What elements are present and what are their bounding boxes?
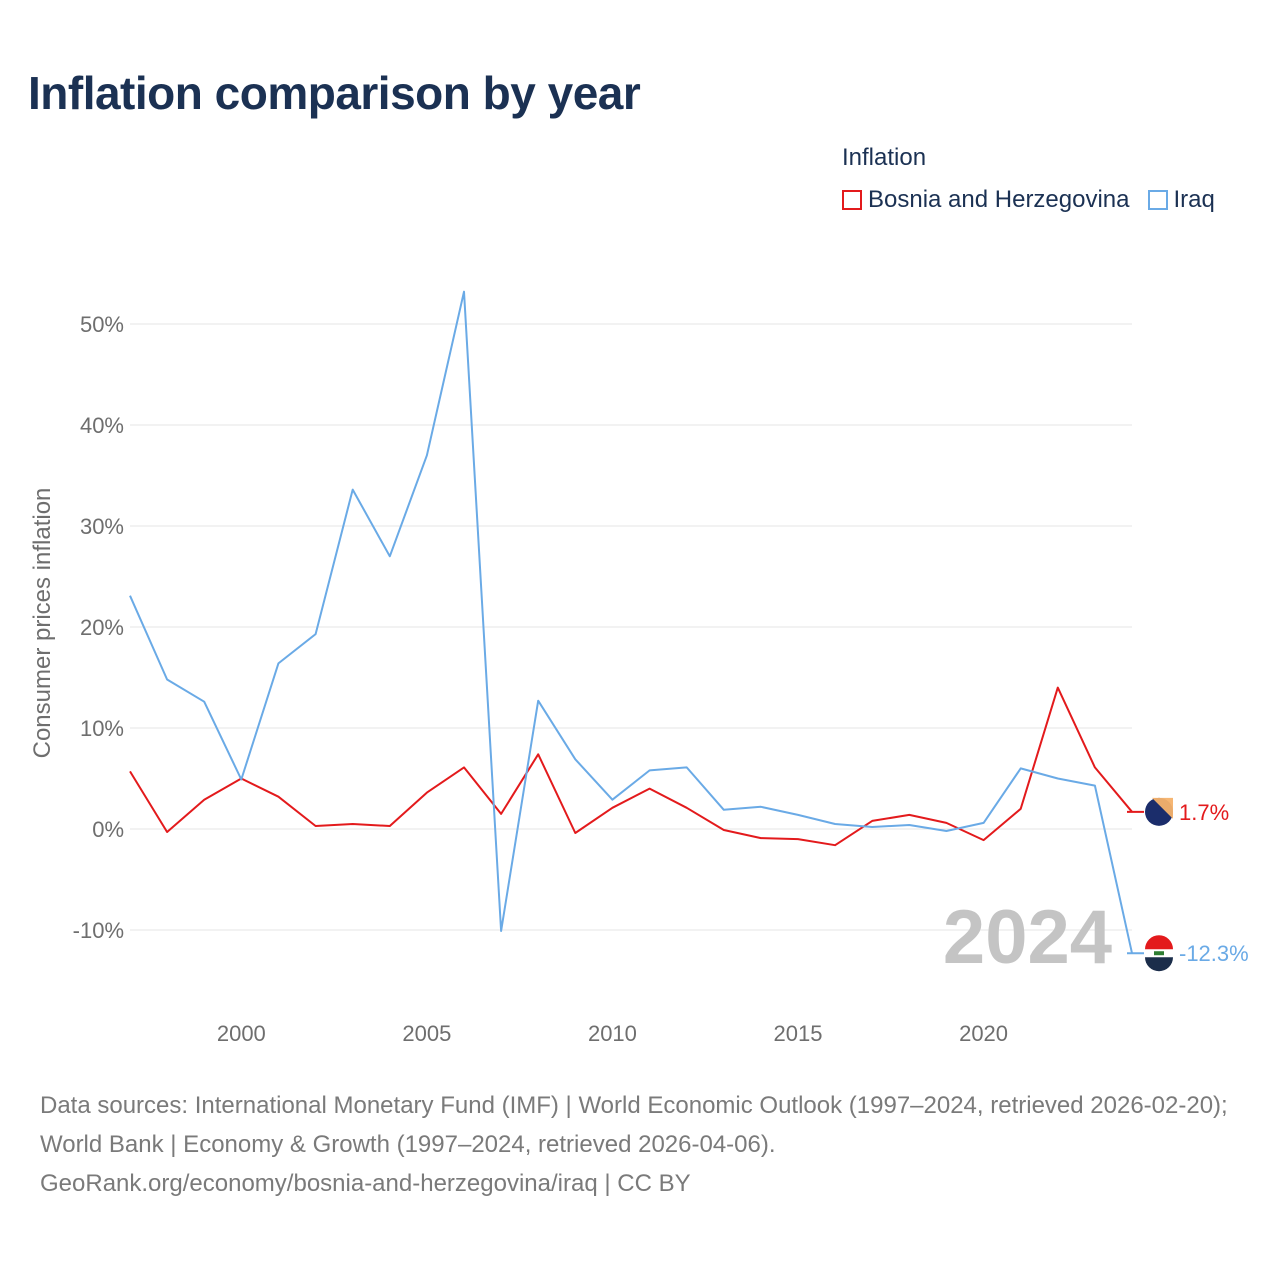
source-link[interactable]: GeoRank.org/economy/bosnia-and-herzegovi… <box>40 1170 691 1197</box>
x-tick-label: 2005 <box>402 1021 451 1046</box>
x-tick-label: 2000 <box>217 1021 266 1046</box>
flag-iraq-script <box>1154 951 1164 956</box>
y-tick-label: 20% <box>80 615 124 640</box>
line-chart: 2024 -10% 0% 10% 20% 30% 40% 50% 2000 2005 2010 20… <box>29 290 1249 1046</box>
x-tick-label: 2020 <box>959 1021 1008 1046</box>
grid-lines <box>130 323 1132 931</box>
source-text: Data sources: International Monetary Fun… <box>40 1092 1228 1158</box>
year-watermark: 2024 <box>943 895 1112 980</box>
end-value-label-bosnia: 1.7% <box>1179 800 1229 825</box>
legend-swatch-bosnia <box>842 190 862 210</box>
x-tick-label: 2015 <box>774 1021 823 1046</box>
end-marker-iraq: -12.3% <box>1127 935 1249 972</box>
axes: -10% 0% 10% 20% 30% 40% 50% 2000 2005 2010 2015 202… <box>73 312 1008 1046</box>
end-marker-bosnia: 1.7% <box>1127 797 1229 826</box>
x-tick-label: 2010 <box>588 1021 637 1046</box>
chart-title: Inflation comparison by year <box>28 67 641 119</box>
legend-label-iraq: Iraq <box>1173 186 1215 213</box>
legend-title: Inflation <box>842 144 927 171</box>
legend-swatch-iraq <box>1147 190 1168 210</box>
y-axis-label: Consumer prices inflation <box>29 488 56 759</box>
series-line-iraq[interactable] <box>129 290 1133 954</box>
y-tick-label: 0% <box>92 817 124 842</box>
end-value-label-iraq: -12.3% <box>1179 941 1249 966</box>
flag-iraq-black <box>1145 957 1174 972</box>
legend-item-iraq[interactable]: Iraq <box>1147 186 1215 214</box>
flag-iraq-red <box>1145 935 1174 950</box>
series-line-bosnia[interactable] <box>129 686 1133 847</box>
source-notes: Data sources: International Monetary Fun… <box>40 1086 1250 1203</box>
y-tick-label: 10% <box>80 716 124 741</box>
y-tick-label: 40% <box>80 413 124 438</box>
y-tick-label: 50% <box>80 312 124 337</box>
y-tick-label: -10% <box>73 918 124 943</box>
legend: Inflation Bosnia and Herzegovina Iraq <box>842 144 1215 214</box>
legend-label-bosnia: Bosnia and Herzegovina <box>868 186 1130 213</box>
flag-bosnia-triangle <box>1152 797 1173 819</box>
y-tick-label: 30% <box>80 514 124 539</box>
end-markers: 1.7% -12.3% <box>1127 797 1249 972</box>
series-lines <box>129 290 1133 954</box>
legend-item-bosnia[interactable]: Bosnia and Herzegovina <box>842 186 1130 214</box>
